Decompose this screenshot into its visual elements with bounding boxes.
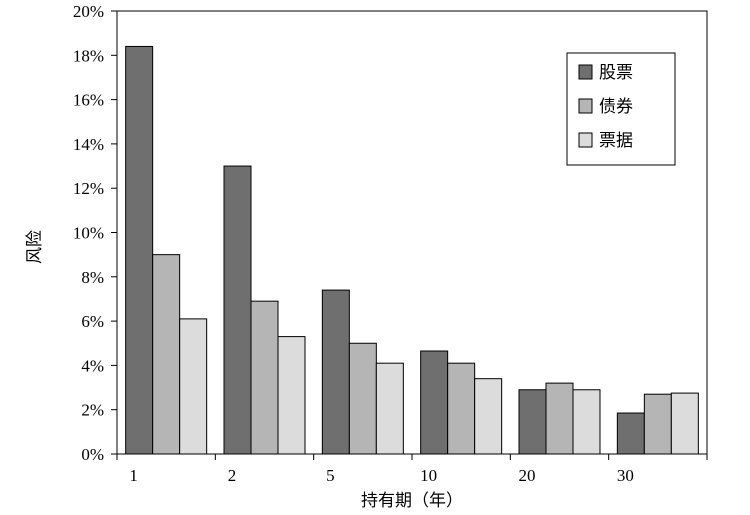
bar-series-1-cat-3 (447, 362, 476, 455)
bar-series-0-cat-3 (420, 350, 449, 455)
x-tick-label: 1 (129, 466, 138, 485)
bar-series-2-cat-1 (277, 336, 306, 455)
bar-series-0-cat-0 (125, 45, 154, 455)
bar-series-2-cat-3 (474, 378, 503, 455)
bar-series-0-cat-1 (223, 165, 252, 455)
legend-swatch (578, 64, 593, 80)
y-tick-label: 2% (81, 401, 104, 420)
y-tick-label: 10% (73, 224, 104, 243)
x-tick-label: 5 (326, 466, 335, 485)
y-tick-label: 12% (73, 179, 104, 198)
bar-series-0-cat-2 (321, 289, 350, 455)
y-tick-label: 4% (81, 356, 104, 375)
x-tick-label: 10 (420, 466, 437, 485)
y-tick-label: 16% (73, 91, 104, 110)
legend-label: 票据 (599, 131, 633, 151)
bar-series-1-cat-2 (348, 342, 377, 455)
x-axis-title: 持有期（年） (361, 491, 463, 511)
bar-series-2-cat-2 (375, 362, 404, 455)
bar-series-2-cat-5 (670, 392, 699, 455)
legend-label: 债券 (599, 97, 633, 117)
y-tick-label: 18% (73, 46, 104, 65)
x-tick-label: 2 (228, 466, 237, 485)
bar-series-1-cat-4 (545, 382, 574, 455)
x-tick-label: 30 (617, 466, 634, 485)
bar-series-2-cat-4 (572, 389, 601, 455)
y-axis-title: 风险 (25, 230, 45, 264)
bar-series-0-cat-4 (518, 389, 547, 455)
bar-series-0-cat-5 (616, 412, 645, 455)
y-tick-label: 6% (81, 312, 104, 331)
y-tick-label: 0% (81, 445, 104, 464)
legend-swatch (578, 98, 593, 114)
y-tick-label: 8% (81, 268, 104, 287)
x-axis-ticks: 1 2 5 10 20 30 (116, 454, 708, 485)
x-tick-label: 20 (519, 466, 536, 485)
bar-series-1-cat-5 (643, 393, 672, 455)
bars-layer (125, 45, 699, 455)
bar-series-2-cat-0 (179, 318, 208, 455)
y-tick-label: 14% (73, 135, 104, 154)
legend-label: 股票 (599, 63, 633, 83)
bar-series-1-cat-0 (152, 254, 181, 455)
legend-swatch (578, 132, 593, 148)
y-tick-label: 20% (73, 2, 104, 21)
bar-series-1-cat-1 (250, 300, 279, 455)
y-axis-ticks: 0% 2% 4% 6% 8% 10% 12% 14% 16% 18% 20% (73, 2, 117, 464)
